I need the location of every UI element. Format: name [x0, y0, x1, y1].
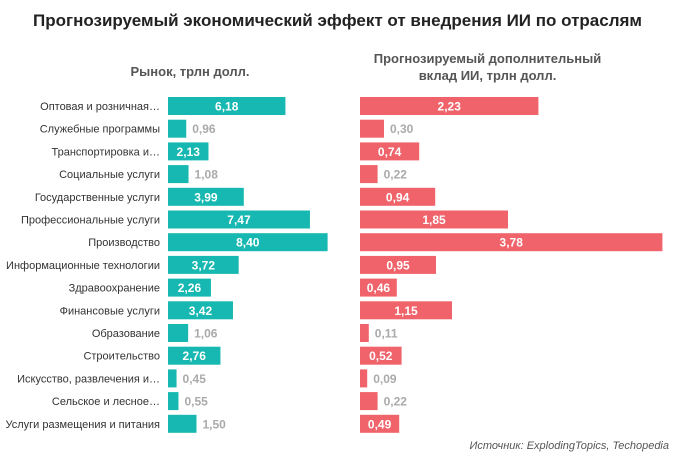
category-label: Сельское и лесное…	[52, 396, 160, 408]
ai-contribution-value-label: 1,85	[422, 213, 446, 227]
ai-contribution-value-label: 0,52	[369, 349, 393, 363]
market-value-label: 7,47	[227, 213, 251, 227]
market-value-label: 2,76	[183, 349, 207, 363]
market-column-title: Рынок, трлн долл.	[130, 64, 250, 79]
category-label: Финансовые услуги	[60, 305, 160, 317]
chart-title: Прогнозируемый экономический эффект от в…	[33, 11, 642, 30]
market-bar	[168, 255, 239, 274]
category-label: Строительство	[83, 351, 160, 363]
market-bar	[168, 414, 197, 433]
market-bar	[168, 119, 187, 138]
category-label: Искусство, развлечения и…	[17, 373, 160, 385]
market-bar	[168, 346, 221, 365]
ai-contribution-bar	[360, 346, 402, 365]
category-label: Профессиональные услуги	[21, 215, 160, 227]
ai-contribution-value-label: 0,11	[375, 327, 398, 341]
market-bar	[168, 301, 233, 320]
market-bar	[168, 369, 177, 388]
market-value-label: 3,72	[192, 258, 216, 272]
market-value-label: 1,06	[194, 327, 218, 341]
market-bar	[168, 165, 189, 184]
ai-contribution-bar	[360, 233, 663, 252]
ai-contribution-value-label: 0,94	[386, 190, 410, 204]
market-value-label: 1,50	[203, 417, 227, 431]
market-bar	[168, 97, 286, 115]
ai-contribution-bar	[360, 187, 436, 206]
ai-contribution-value-label: 2,23	[438, 100, 462, 114]
category-label: Образование	[92, 328, 160, 340]
market-value-label: 8,40	[236, 236, 260, 250]
ai-contribution-bar	[360, 119, 384, 138]
category-label: Транспортировка и…	[52, 146, 161, 158]
market-value-label: 3,99	[194, 190, 218, 204]
ai-contribution-bar	[360, 369, 368, 388]
ai-contribution-value-label: 0,46	[367, 281, 391, 295]
category-label: Услуги размещения и питания	[5, 419, 160, 431]
market-value-label: 0,45	[183, 372, 207, 386]
ai-contribution-bar	[360, 301, 452, 320]
market-bar	[168, 210, 310, 229]
market-bar	[168, 392, 179, 411]
category-label: Социальные услуги	[59, 169, 160, 181]
market-value-label: 0,55	[184, 395, 208, 409]
category-label: Оптовая и розничная…	[40, 101, 160, 113]
ai-contribution-bar	[360, 255, 436, 274]
ai-contribution-value-label: 1,15	[394, 304, 418, 318]
market-value-label: 2,13	[177, 145, 201, 159]
ai-contribution-value-label: 0,09	[373, 372, 397, 386]
category-label: Государственные услуги	[35, 192, 160, 204]
market-value-label: 1,08	[195, 168, 219, 182]
ai-contribution-value-label: 0,49	[368, 417, 392, 431]
source-note: Источник: ExplodingTopics, Techopedia	[469, 440, 670, 452]
ai-contribution-bar	[360, 278, 397, 297]
ai-contribution-value-label: 0,30	[390, 122, 414, 136]
ai-contribution-bar	[360, 165, 378, 184]
market-value-label: 2,26	[178, 281, 202, 295]
ai-contribution-column-title: Прогнозируемый дополнительный вклад ИИ, …	[373, 51, 602, 83]
market-value-label: 0,96	[192, 122, 216, 136]
ai-contribution-value-label: 3,78	[500, 236, 524, 250]
market-bar	[168, 142, 209, 161]
ai-contribution-value-label: 0,74	[378, 145, 402, 159]
category-label: Производство	[88, 237, 160, 249]
ai-contribution-bar	[360, 142, 420, 161]
market-bar	[168, 324, 189, 342]
category-label: Служебные программы	[40, 124, 160, 136]
ai-contribution-bar	[360, 210, 508, 229]
category-label: Информационные технологии	[6, 260, 160, 272]
market-value-label: 6,18	[215, 100, 239, 114]
market-bar	[168, 278, 211, 297]
market-value-label: 3,42	[189, 304, 213, 318]
ai-contribution-bar	[360, 392, 378, 411]
ai-contribution-bar	[360, 97, 539, 115]
ai-contribution-value-label: 0,95	[386, 258, 410, 272]
market-bar	[168, 187, 244, 206]
ai-contribution-bar	[360, 414, 400, 433]
category-label: Здравоохранение	[69, 283, 160, 295]
ai-contribution-value-label: 0,22	[384, 168, 408, 182]
ai-contribution-value-label: 0,22	[384, 395, 408, 409]
ai-contribution-bar	[360, 324, 369, 342]
market-bar	[168, 233, 328, 252]
